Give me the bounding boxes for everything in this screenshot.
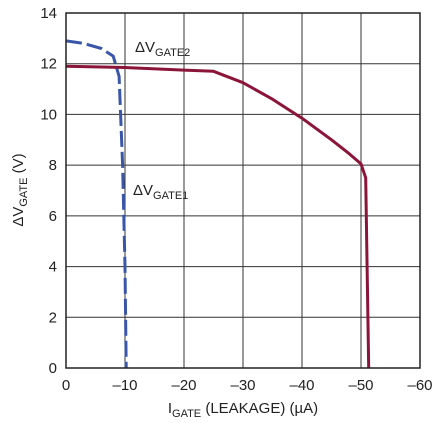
x-axis-title-sub: GATE (172, 408, 201, 420)
y-axis-title-main: ΔV (10, 207, 27, 227)
x-tick-label: –60 (407, 377, 432, 394)
x-tick-label: 0 (62, 377, 70, 394)
x-axis-title-rest: (LEAKAGE) (µA) (201, 400, 318, 417)
y-axis-title-rest: (V) (10, 153, 27, 177)
series-label-gate2-sub: GATE2 (155, 47, 190, 59)
series-label-gate1-sub: GATE1 (153, 190, 188, 202)
y-tick-label: 10 (40, 106, 57, 123)
x-tick-label: –30 (230, 377, 255, 394)
y-tick-label: 0 (49, 360, 57, 377)
y-tick-label: 14 (40, 5, 57, 22)
y-tick-label: 2 (49, 309, 57, 326)
x-tick-label: –20 (171, 377, 196, 394)
x-tick-label: –50 (348, 377, 373, 394)
y-axis-title: ΔVGATE (V) (10, 153, 30, 226)
y-tick-label: 8 (49, 157, 57, 174)
series-label-gate1: ΔVGATE1 (133, 182, 188, 202)
x-axis-title: IGATE (LEAKAGE) (µA) (168, 400, 318, 420)
y-tick-label: 4 (49, 259, 57, 276)
series-line-gate1 (65, 64, 371, 369)
x-tick-labels: 0 –10 –20 –30 –40 –50 –60 (62, 377, 433, 394)
series-line-gate2 (65, 39, 128, 369)
y-tick-label: 12 (40, 56, 57, 73)
series-label-gate2: ΔVGATE2 (135, 39, 190, 59)
series-label-gate1-main: ΔV (133, 182, 153, 199)
y-axis-title-sub: GATE (18, 178, 30, 207)
x-tick-label: –40 (289, 377, 314, 394)
plot-frame (65, 12, 421, 369)
x-axis-title-main: I (168, 400, 172, 417)
x-tick-label: –10 (112, 377, 137, 394)
series-label-gate2-main: ΔV (135, 39, 155, 56)
y-tick-labels: 0 2 4 6 8 10 12 14 (40, 5, 57, 377)
y-tick-label: 6 (49, 208, 57, 225)
series-layer (65, 39, 371, 369)
